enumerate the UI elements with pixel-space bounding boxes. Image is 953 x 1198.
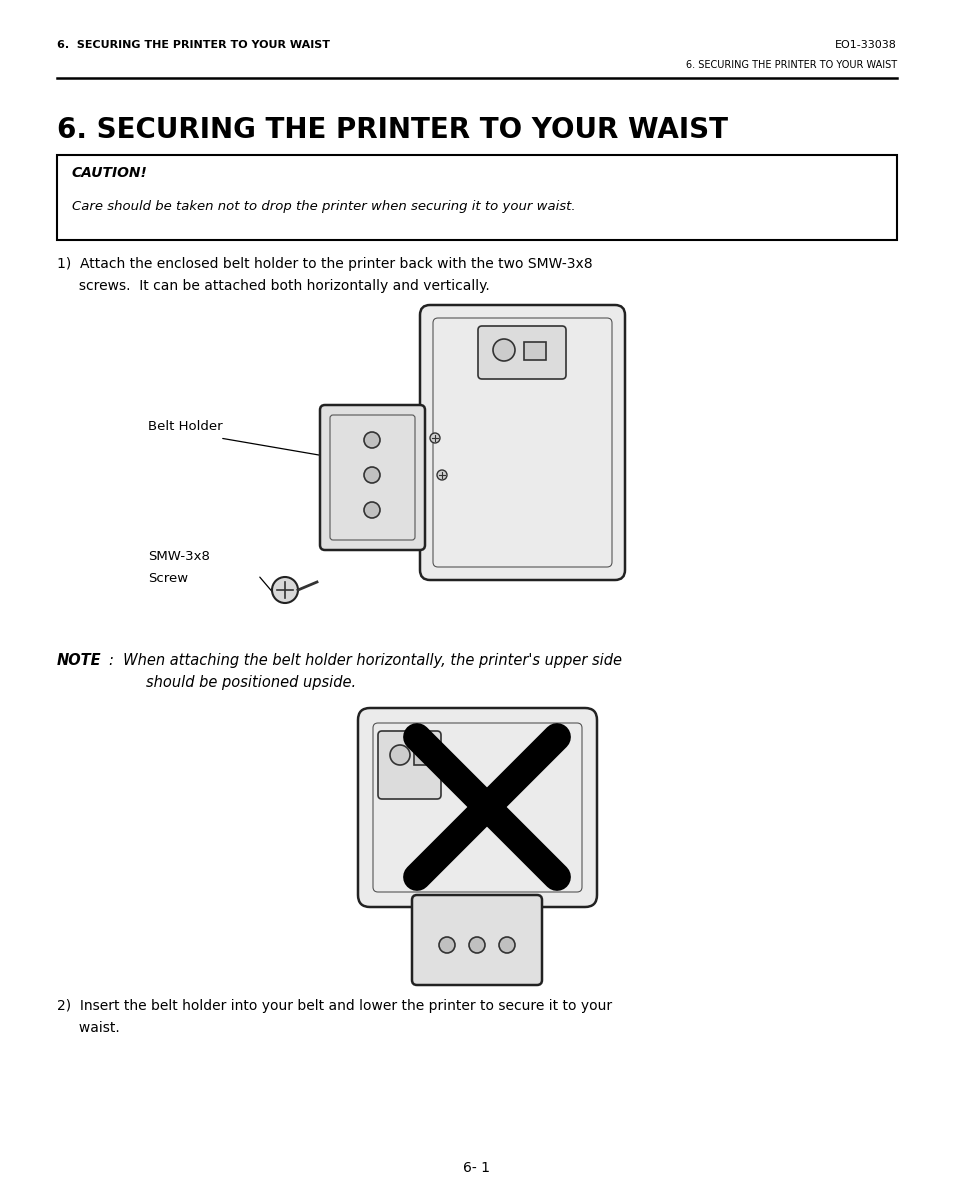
- FancyBboxPatch shape: [412, 895, 541, 985]
- Text: 6. SECURING THE PRINTER TO YOUR WAIST: 6. SECURING THE PRINTER TO YOUR WAIST: [57, 116, 727, 144]
- Text: 6- 1: 6- 1: [463, 1161, 490, 1175]
- Circle shape: [364, 467, 379, 483]
- FancyBboxPatch shape: [319, 405, 424, 550]
- Circle shape: [272, 577, 297, 603]
- Text: CAUTION!: CAUTION!: [71, 167, 148, 180]
- FancyBboxPatch shape: [377, 731, 440, 799]
- Text: 6.  SECURING THE PRINTER TO YOUR WAIST: 6. SECURING THE PRINTER TO YOUR WAIST: [57, 40, 330, 50]
- Text: 1)  Attach the enclosed belt holder to the printer back with the two SMW-3x8: 1) Attach the enclosed belt holder to th…: [57, 258, 592, 271]
- FancyBboxPatch shape: [357, 708, 597, 907]
- Bar: [57, 155, 896, 240]
- Circle shape: [430, 432, 439, 443]
- Circle shape: [390, 745, 410, 766]
- Text: waist.: waist.: [57, 1021, 120, 1035]
- Circle shape: [364, 502, 379, 518]
- Circle shape: [438, 937, 455, 952]
- Text: 2)  Insert the belt holder into your belt and lower the printer to secure it to : 2) Insert the belt holder into your belt…: [57, 999, 612, 1014]
- Text: NOTE: NOTE: [57, 653, 102, 668]
- Text: EO1-33038: EO1-33038: [834, 40, 896, 50]
- Circle shape: [493, 339, 515, 361]
- FancyBboxPatch shape: [477, 326, 565, 379]
- Text: SMW-3x8: SMW-3x8: [148, 550, 210, 563]
- Bar: [523, 341, 545, 361]
- Circle shape: [364, 432, 379, 448]
- Text: :  When attaching the belt holder horizontally, the printer's upper side: : When attaching the belt holder horizon…: [109, 653, 621, 668]
- Circle shape: [436, 470, 447, 480]
- FancyBboxPatch shape: [419, 305, 624, 580]
- Text: Care should be taken not to drop the printer when securing it to your waist.: Care should be taken not to drop the pri…: [71, 200, 575, 213]
- Text: 6. SECURING THE PRINTER TO YOUR WAIST: 6. SECURING THE PRINTER TO YOUR WAIST: [685, 60, 896, 69]
- Bar: [414, 749, 430, 766]
- Circle shape: [498, 937, 515, 952]
- Text: should be positioned upside.: should be positioned upside.: [109, 674, 355, 690]
- Text: screws.  It can be attached both horizontally and vertically.: screws. It can be attached both horizont…: [57, 279, 489, 294]
- Text: Belt Holder: Belt Holder: [148, 420, 222, 432]
- Text: Screw: Screw: [148, 571, 188, 585]
- Circle shape: [469, 937, 484, 952]
